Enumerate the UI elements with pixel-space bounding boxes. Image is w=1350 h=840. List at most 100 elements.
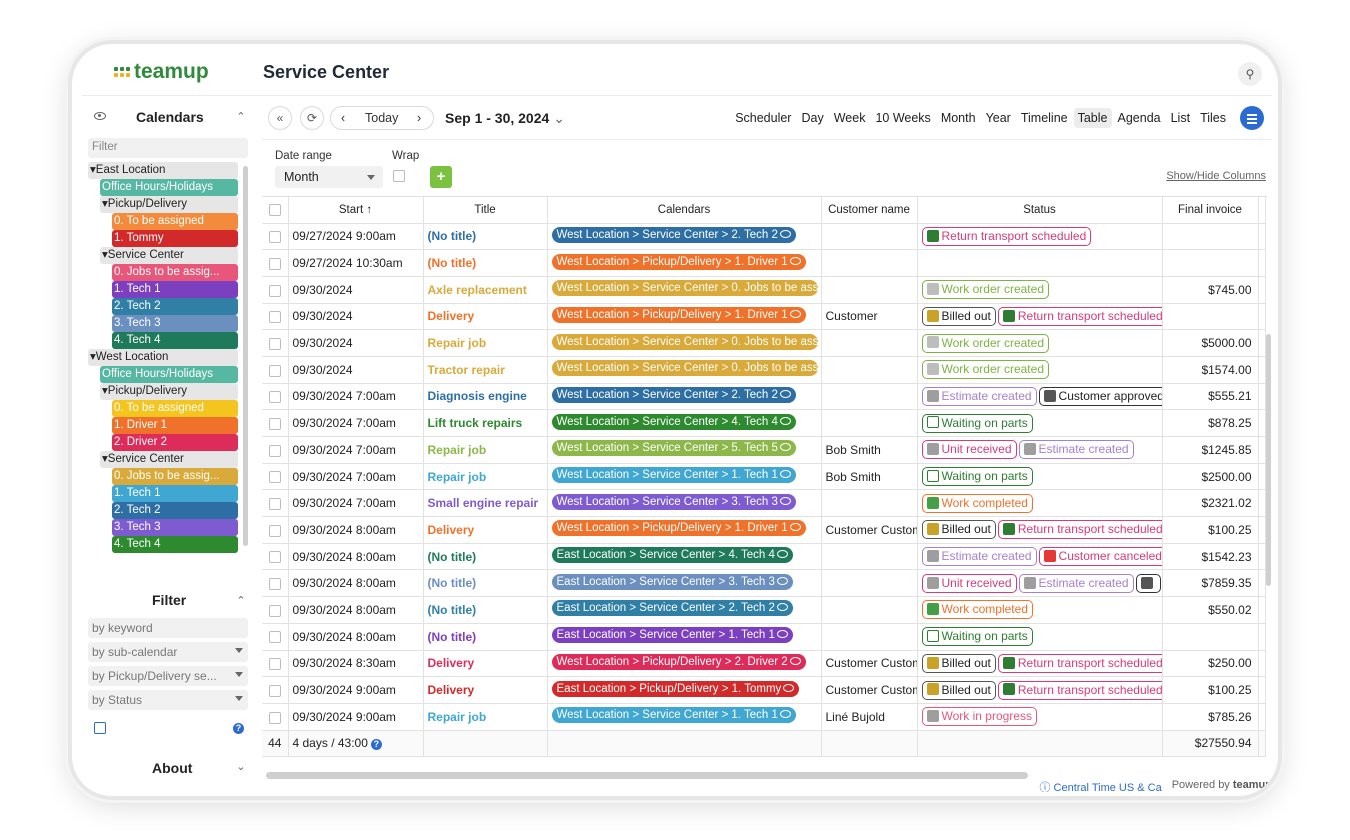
row-checkbox[interactable] xyxy=(268,658,281,671)
date-range-select[interactable]: Month xyxy=(275,166,383,188)
sub-calendar-item[interactable]: 0. Jobs to be assig... xyxy=(112,264,238,281)
calendar-pill[interactable]: West Location > Pickup/Delivery > 2. Dri… xyxy=(551,653,806,670)
table-row[interactable]: 09/30/2024 8:00am Delivery West Location >… xyxy=(262,516,1266,544)
row-checkbox[interactable] xyxy=(268,364,281,377)
show-hide-columns-link[interactable]: Show/Hide Columns xyxy=(1166,170,1266,182)
status-badge[interactable] xyxy=(1135,573,1161,593)
chevron-up-icon[interactable]: ⌃ xyxy=(236,595,246,607)
column-header-status[interactable]: Status xyxy=(917,197,1163,224)
view-tab-agenda[interactable]: Agenda xyxy=(1117,111,1161,125)
eye-icon[interactable] xyxy=(94,112,106,120)
status-badge[interactable]: Billed out xyxy=(921,680,996,700)
status-badge[interactable]: Return transport scheduled xyxy=(921,226,1092,246)
status-badge[interactable]: Return transport scheduled xyxy=(997,520,1161,540)
status-badge[interactable]: Estimate created xyxy=(921,386,1037,406)
calendar-pill[interactable]: West Location > Service Center > 1. Tech… xyxy=(551,467,796,484)
row-checkbox[interactable] xyxy=(268,257,281,270)
help-icon[interactable]: ? xyxy=(233,723,244,734)
title-cell[interactable]: (No title) xyxy=(423,596,548,624)
title-cell[interactable]: (No title) xyxy=(423,623,548,651)
share-icon[interactable] xyxy=(94,722,106,734)
title-cell[interactable]: (No title) xyxy=(423,543,548,571)
sub-calendar-item[interactable]: 3. Tech 3 xyxy=(112,519,238,536)
refresh-button[interactable]: ⟳ xyxy=(300,106,324,130)
calendar-pill[interactable]: East Location > Service Center > 3. Tech… xyxy=(551,573,793,590)
status-badge[interactable]: Work completed xyxy=(921,600,1033,620)
row-checkbox[interactable] xyxy=(268,417,281,430)
view-tab-10-weeks[interactable]: 10 Weeks xyxy=(875,111,931,125)
calendar-pill[interactable]: West Location > Pickup/Delivery > 1. Dri… xyxy=(551,306,806,323)
sub-calendar-item[interactable]: 0. To be assigned xyxy=(112,400,238,417)
view-tab-day[interactable]: Day xyxy=(801,111,824,125)
table-row[interactable]: 09/30/2024 7:00am Diagnosis engine West Lo… xyxy=(262,383,1266,411)
view-tab-table[interactable]: Table xyxy=(1073,108,1112,128)
row-checkbox[interactable] xyxy=(268,498,281,511)
table-row[interactable]: 09/30/2024 8:00am (No title) East Location… xyxy=(262,569,1266,598)
date-range-picker[interactable]: Sep 1 - 30, 2024 ⌄ xyxy=(445,110,565,127)
filter-input[interactable]: by Status xyxy=(88,690,248,710)
row-checkbox[interactable] xyxy=(268,311,281,324)
status-badge[interactable]: Work in progress xyxy=(921,707,1037,727)
sub-calendar-item[interactable]: 1. Tommy xyxy=(112,230,238,247)
wrap-checkbox[interactable] xyxy=(393,170,405,182)
calendar-pill[interactable]: West Location > Service Center > 5. Tech… xyxy=(551,440,796,457)
tree-scrollbar[interactable] xyxy=(243,166,248,546)
title-cell[interactable]: Tractor repair xyxy=(423,356,548,384)
table-row[interactable]: 09/30/2024 7:00am Small engine repair West… xyxy=(262,489,1266,518)
status-badge[interactable]: Unit received xyxy=(921,440,1017,460)
teamup-logo[interactable]: teamup xyxy=(114,60,209,84)
row-checkbox[interactable] xyxy=(268,684,281,697)
status-badge[interactable]: Return transport scheduled xyxy=(997,680,1161,700)
row-checkbox[interactable] xyxy=(268,551,281,564)
calendar-pill[interactable]: West Location > Service Center > 1. Tech… xyxy=(551,707,796,724)
calendar-pill[interactable]: East Location > Pickup/Delivery > 1. Tom… xyxy=(551,680,800,697)
sub-calendar-item[interactable]: Office Hours/Holidays xyxy=(100,179,238,196)
row-checkbox[interactable] xyxy=(268,284,281,297)
vertical-scrollbar[interactable] xyxy=(1266,334,1271,586)
view-tab-list[interactable]: List xyxy=(1170,111,1191,125)
calendar-pill[interactable]: East Location > Service Center > 4. Tech… xyxy=(551,547,793,564)
status-badge[interactable]: Unit received xyxy=(921,573,1017,593)
table-row[interactable]: 09/30/2024 8:30am Delivery West Location >… xyxy=(262,650,1266,678)
calendar-group[interactable]: ▾Service Center xyxy=(100,451,238,468)
column-header-start[interactable]: Start ↑ xyxy=(288,197,424,224)
calendar-pill[interactable]: East Location > Service Center > 1. Tech… xyxy=(551,627,793,644)
calendar-group[interactable]: ▾Pickup/Delivery xyxy=(100,196,238,213)
view-tab-scheduler[interactable]: Scheduler xyxy=(735,111,792,125)
status-badge[interactable]: Billed out xyxy=(921,653,996,673)
table-row[interactable]: 09/30/2024 8:00am (No title) East Location… xyxy=(262,596,1266,624)
status-badge[interactable]: Work completed xyxy=(921,493,1033,513)
timezone-link[interactable]: ⓘ Central Time US & Ca xyxy=(1039,782,1162,792)
table-row[interactable]: 09/30/2024 9:00am Repair job West Location… xyxy=(262,703,1266,731)
row-checkbox[interactable] xyxy=(268,604,281,617)
calendar-filter-input[interactable]: Filter xyxy=(88,138,248,158)
title-cell[interactable]: Small engine repair xyxy=(423,489,548,518)
filter-input[interactable]: by sub-calendar xyxy=(88,642,248,662)
sub-calendar-item[interactable]: 1. Tech 1 xyxy=(112,281,238,298)
sub-calendar-item[interactable]: Office Hours/Holidays xyxy=(100,366,238,383)
title-cell[interactable]: (No title) xyxy=(423,223,548,251)
calendar-pill[interactable]: West Location > Service Center > 2. Tech… xyxy=(551,386,796,403)
sub-calendar-item[interactable]: 1. Tech 1 xyxy=(112,485,238,502)
horizontal-scrollbar[interactable] xyxy=(266,772,1028,779)
table-row[interactable]: 09/30/2024 7:00am Repair job West Location… xyxy=(262,436,1266,464)
calendars-header[interactable]: Calendars ⌃ xyxy=(82,96,254,138)
calendar-pill[interactable]: West Location > Pickup/Delivery > 1. Dri… xyxy=(551,520,806,537)
view-tab-week[interactable]: Week xyxy=(833,111,866,125)
table-row[interactable]: 09/30/2024 9:00am Delivery East Location >… xyxy=(262,676,1266,704)
select-all-checkbox[interactable] xyxy=(268,203,281,216)
status-badge[interactable]: Estimate created xyxy=(1018,440,1134,460)
column-header-title[interactable]: Title xyxy=(423,197,548,224)
row-checkbox[interactable] xyxy=(268,391,281,404)
title-cell[interactable]: Repair job xyxy=(423,436,548,464)
sub-calendar-item[interactable]: 2. Tech 2 xyxy=(112,502,238,519)
calendar-group[interactable]: ▾East Location xyxy=(88,162,238,179)
table-row[interactable]: 09/30/2024 Tractor repair West Location > … xyxy=(262,356,1266,384)
search-button[interactable]: ⚲ xyxy=(1238,62,1262,86)
sub-calendar-item[interactable]: 0. Jobs to be assig... xyxy=(112,468,238,485)
view-tab-month[interactable]: Month xyxy=(940,111,976,125)
table-row[interactable]: 09/30/2024 7:00am Repair job West Location… xyxy=(262,463,1266,491)
table-row[interactable]: 09/30/2024 8:00am (No title) East Location… xyxy=(262,543,1266,571)
collapse-sidebar-button[interactable]: « xyxy=(268,106,292,130)
filter-input[interactable]: by keyword xyxy=(88,618,248,638)
